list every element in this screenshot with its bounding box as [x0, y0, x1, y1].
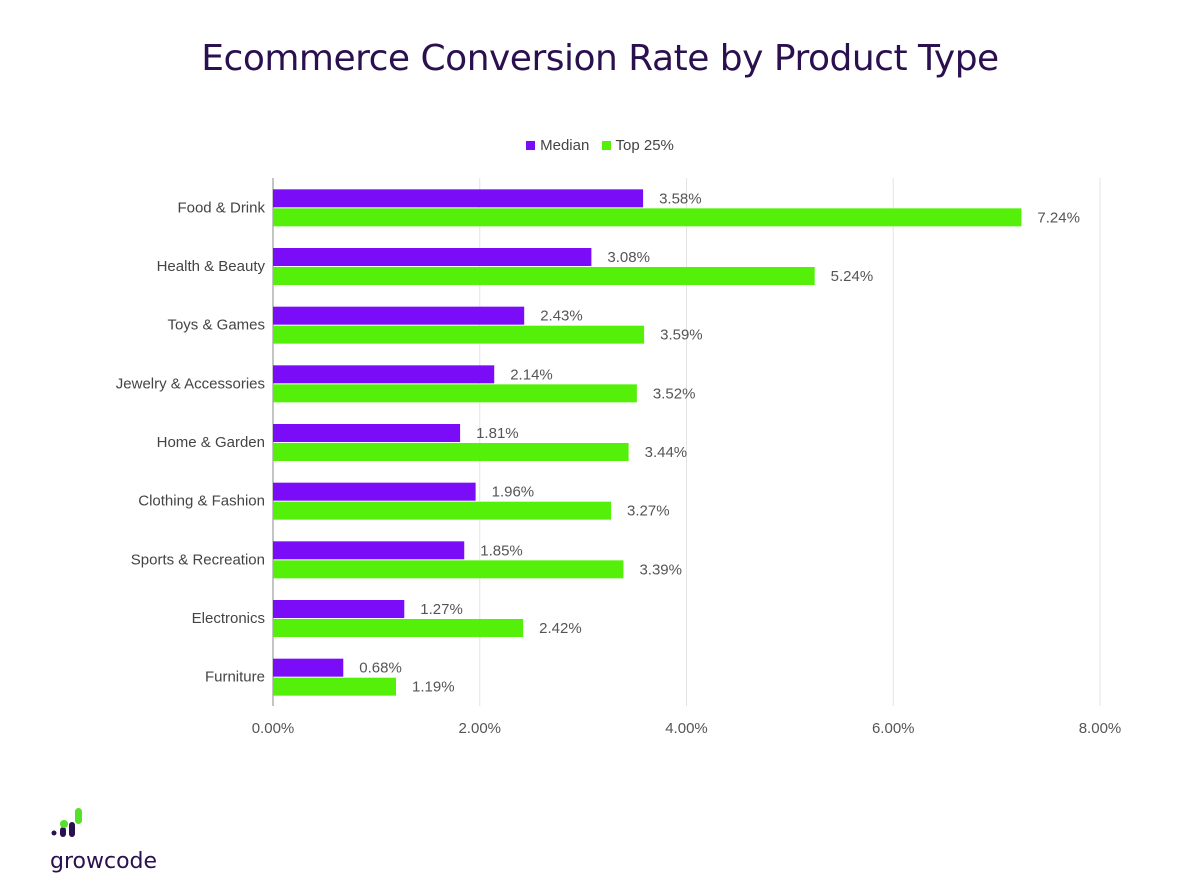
growcode-logo-icon	[51, 808, 82, 837]
legend-label-median: Median	[540, 137, 590, 154]
data-label-median: 1.96%	[492, 484, 535, 501]
data-label-median: 3.58%	[659, 190, 702, 207]
bar-top25	[273, 619, 524, 637]
category-label: Electronics	[192, 610, 265, 627]
bar-median	[273, 658, 344, 677]
data-label-top25: 3.39%	[639, 561, 682, 578]
growcode-logo: growcode	[50, 806, 157, 874]
x-tick-label: 8.00%	[1079, 720, 1122, 737]
data-label-median: 2.14%	[510, 366, 553, 383]
x-tick-label: 0.00%	[252, 720, 295, 737]
data-label-median: 1.81%	[476, 425, 519, 442]
legend-item-top25: Top 25%	[601, 137, 674, 154]
bar-top25	[273, 208, 1022, 227]
bar-top25	[273, 501, 612, 520]
bar-top25	[273, 560, 624, 579]
brand-name: growcode	[50, 849, 158, 874]
category-label: Health & Beauty	[157, 258, 266, 275]
legend-swatch-median	[526, 141, 536, 150]
category-label: Clothing & Fashion	[138, 493, 265, 510]
category-label: Jewelry & Accessories	[116, 375, 265, 392]
category-label: Food & Drink	[177, 199, 265, 216]
data-label-top25: 2.42%	[539, 620, 582, 637]
bar-top25	[273, 325, 645, 344]
category-label: Home & Garden	[157, 434, 265, 451]
data-label-top25: 7.24%	[1037, 209, 1080, 226]
bar-median	[273, 600, 405, 618]
legend-item-median: Median	[526, 137, 589, 154]
bar-median	[273, 541, 465, 560]
data-label-top25: 5.24%	[831, 268, 874, 285]
data-label-top25: 3.44%	[645, 444, 688, 461]
legend-swatch-top25	[601, 141, 611, 150]
chart-title: Ecommerce Conversion Rate by Product Typ…	[201, 38, 999, 79]
data-label-median: 1.27%	[420, 601, 463, 618]
bar-top25	[273, 443, 629, 461]
data-label-median: 1.85%	[480, 542, 523, 559]
bar-median	[273, 424, 461, 442]
category-label: Toys & Games	[167, 317, 265, 334]
bar-median	[273, 482, 476, 501]
category-label: Furniture	[205, 669, 265, 686]
data-label-top25: 1.19%	[412, 679, 455, 696]
data-label-top25: 3.52%	[653, 385, 696, 402]
legend-label-top25: Top 25%	[615, 137, 674, 154]
data-label-median: 3.08%	[607, 249, 650, 266]
x-tick-label: 6.00%	[872, 720, 915, 737]
bar-top25	[273, 677, 397, 696]
data-label-top25: 3.59%	[660, 327, 703, 344]
data-label-median: 0.68%	[359, 660, 402, 677]
x-tick-label: 2.00%	[458, 720, 501, 737]
category-label: Sports & Recreation	[131, 551, 265, 568]
bar-median	[273, 306, 525, 325]
bar-median	[273, 189, 644, 208]
legend: Median Top 25%	[0, 137, 1200, 154]
bar-top25	[273, 384, 637, 403]
bar-top25	[273, 267, 815, 285]
x-tick-label: 4.00%	[665, 720, 708, 737]
data-label-top25: 3.27%	[627, 503, 670, 520]
data-label-median: 2.43%	[540, 308, 583, 325]
bar-median	[273, 248, 592, 266]
bar-median	[273, 365, 495, 384]
